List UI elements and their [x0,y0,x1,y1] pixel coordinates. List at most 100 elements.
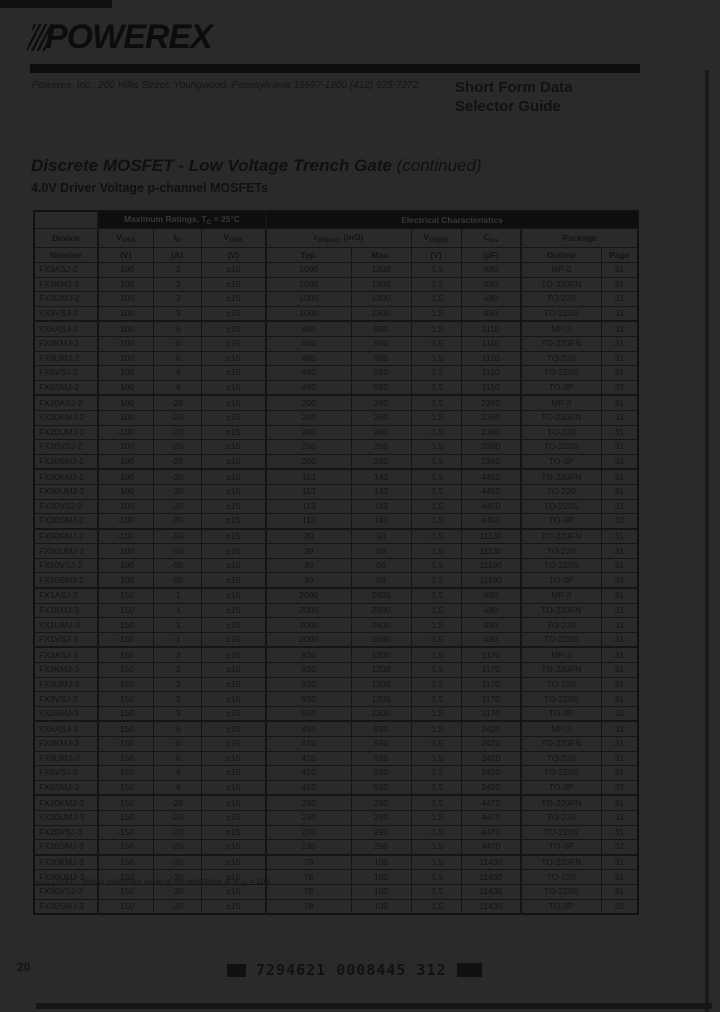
cell-device: FX20VSJ-3 [33,824,99,841]
table-header-symbol-row: Device VDSS ID VGSS rDS(on), (mΩ) VGS(th… [33,228,639,248]
cell-ciss: 11190 [460,557,522,574]
table-row: FX20KMJ-3 -150 -20 ±15 230 290 -1.5 4470 TO-220F… [33,794,639,811]
table-row: FX3KMJ-3 -150 -3 ±15 930 1200 -1.5 1170 TO-220FN… [33,662,639,678]
cell-rdson-max: 50 [350,557,412,574]
cell-rdson-typ: 410 [265,720,352,738]
cell-vdss: -150 [97,736,154,752]
cell-id: -6 [152,379,202,397]
cell-ciss: 2360 [460,439,522,455]
cell-vgsth: -1.5 [410,528,462,545]
cell-rdson-max: 100 [350,869,412,885]
cell-outline: TO-220S [520,883,602,900]
cell-page: 31 [600,365,639,381]
cell-vdss: -100 [97,394,154,411]
cell-vdss: -150 [97,809,154,826]
footnote-sub2: GS [238,882,248,888]
cell-vdss: -150 [97,765,154,781]
cell-vgsth: -1.5 [410,646,462,664]
cell-vgsth: -1.5 [410,809,462,826]
cell-rdson-typ: 113 [265,468,352,485]
table-row: FX20VSJ-2 -100 -20 ±15 200 260 -1.5 2360 TO-220S… [33,439,639,455]
header-max-ratings: Maximum Ratings, TC = 25°C [97,210,267,229]
cell-ciss: 4470 [460,809,522,826]
scan-artifact-right [705,70,709,1012]
table-row: FX50KMJ-2 -100 -50 ±15 39 50 -1.5 11130 TO-220FN… [33,528,639,545]
cell-rdson-max: 580 [350,365,412,381]
cell-rdson-max: 1300 [350,262,412,278]
cell-id: -6 [152,750,202,767]
cell-rdson-typ: 930 [265,691,352,707]
cell-rdson-typ: 1000 [265,276,352,293]
cell-rdson-typ: 230 [265,809,352,826]
cell-rdson-max: 1200 [350,676,412,693]
cell-ciss: 480 [460,617,522,633]
cell-page: 32 [600,705,639,723]
cell-page: 31 [600,809,639,826]
table-header-unit-row: Number (V) (A) (V) Typ. Max. (V) (pF) Ou… [33,247,639,263]
cell-page: 31 [600,854,639,871]
cell-vgsth: -1.5 [410,513,462,530]
cell-id: -3 [152,662,202,678]
cell-vdss: -100 [97,409,154,426]
cell-vgsth: -1.5 [410,898,462,915]
cell-id: -6 [152,335,202,352]
cell-id: -3 [152,276,202,293]
cell-outline: MP-3 [520,320,602,337]
cell-vgss: ±15 [200,276,267,293]
cell-vgsth: -1.5 [410,409,462,426]
barcode-digits-3: 312 [416,961,447,979]
cell-vgss: ±15 [200,394,267,411]
cell-device: FX6VSJ-3 [33,765,99,781]
cell-vdss: -150 [97,854,154,871]
cell-rdson-typ: 2000 [265,617,352,633]
cell-device: FX3KMJ-2 [33,276,99,293]
cell-outline: TO-220S [520,498,602,515]
ciss-sym: C [483,232,490,242]
cell-device: FX20SMJ-2 [33,453,99,471]
cell-device: FX30KMJ-2 [33,468,99,485]
cell-vdss: -150 [97,691,154,707]
cell-ciss: 11130 [460,528,522,545]
cell-outline: MP-3 [520,646,602,664]
cell-device: FX6ASJ-2 [33,320,99,337]
cell-ciss: 1110 [460,350,522,367]
cell-vgss: ±15 [200,705,267,723]
cell-device: FX1ASJ-3 [33,587,99,604]
header-rule-bar [30,64,640,73]
cell-ciss: 2360 [460,394,522,411]
cell-rdson-typ: 460 [265,335,352,352]
cell-rdson-typ: 200 [265,453,352,471]
cell-rdson-max: 580 [350,350,412,367]
cell-rdson-typ: 410 [265,736,352,752]
cell-rdson-max: 530 [350,736,412,752]
cell-rdson-typ: 39 [265,572,352,590]
cell-device: FX50SMJ-2 [33,572,99,590]
col-id: ID [152,228,202,248]
cell-device: FX6UMJ-3 [33,750,99,767]
cell-rdson-max: 50 [350,543,412,559]
cell-vgss: ±15 [200,513,267,530]
cell-vdss: -150 [97,750,154,767]
cell-page: 31 [600,794,639,811]
cell-vgsth: -1.5 [410,350,462,367]
cell-ciss: 1170 [460,662,522,678]
unit-vgss: (V) [200,247,267,263]
cell-vgsth: -1.5 [410,765,462,781]
cell-vgss: ±15 [200,379,267,397]
cell-id: -20 [152,424,202,441]
table-row: FX20ASJ-2 -100 -20 ±15 200 260 -1.5 2360 MP-3 31 [33,394,639,411]
cell-outline: TO-220S [520,305,602,323]
cell-ciss: 480 [460,587,522,604]
cell-page: 32 [600,839,639,856]
cell-ciss: 1170 [460,646,522,664]
cell-vgss: ±15 [200,409,267,426]
cell-rdson-typ: 2000 [265,631,352,649]
cell-page: 31 [600,617,639,633]
cell-vgsth: -1.5 [410,750,462,767]
cell-rdson-typ: 200 [265,439,352,455]
table-row: FX30SMJ-2 -100 -30 ±15 113 143 -1.5 4450 TO-3P 32 [33,513,639,530]
table-row: FX3VSJ-2 -100 -3 ±15 1000 1300 -1.5 480 TO-220S 3… [33,305,639,323]
cell-vgss: ±15 [200,483,267,500]
cell-page: 31 [600,883,639,900]
cell-vgsth: -1.5 [410,453,462,471]
